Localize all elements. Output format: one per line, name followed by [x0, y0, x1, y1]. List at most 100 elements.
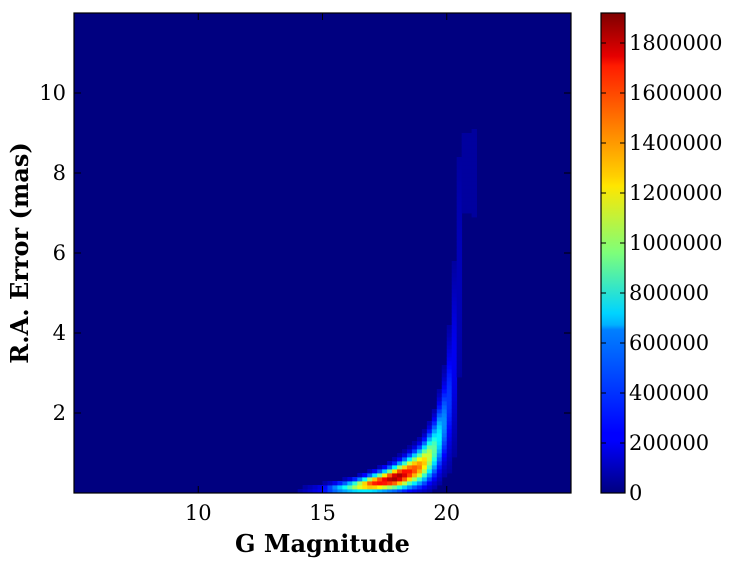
heatmap-cell — [451, 365, 458, 370]
heatmap-cell — [406, 457, 413, 462]
heatmap-cell — [451, 261, 458, 266]
colorbar-tick-label: 1600000 — [629, 81, 723, 105]
heatmap-cell — [456, 353, 463, 358]
heatmap-cell — [471, 181, 477, 186]
heatmap-cell — [397, 457, 403, 462]
heatmap-cell — [342, 481, 348, 486]
heatmap-cell — [327, 481, 333, 486]
heatmap-cell — [441, 405, 448, 410]
heatmap-cell — [451, 369, 458, 374]
heatmap-cell — [416, 449, 423, 454]
colorbar-tick-label: 1800000 — [629, 31, 723, 55]
heatmap-cell — [441, 453, 448, 458]
heatmap-cell — [456, 201, 463, 206]
heatmap-cell — [436, 441, 443, 446]
heatmap-cell — [441, 381, 448, 386]
heatmap-cell — [456, 205, 463, 210]
heatmap-cell — [446, 369, 453, 374]
heatmap-cell — [441, 473, 448, 478]
heatmap-cell — [372, 489, 378, 493]
heatmap-cell — [471, 209, 477, 214]
heatmap-cell — [456, 273, 463, 278]
heatmap-cell — [402, 457, 408, 462]
heatmap-cell — [436, 437, 443, 442]
heatmap-cell — [411, 445, 418, 450]
heatmap-cell — [382, 465, 388, 470]
heatmap-cell — [471, 173, 477, 178]
heatmap-cell — [451, 313, 458, 318]
heatmap-cell — [411, 481, 418, 486]
heatmap-cell — [352, 485, 358, 490]
heatmap-cell — [456, 349, 463, 354]
y-axis-ticks: 2 4 6 8 10 — [39, 81, 571, 425]
heatmap-cell — [322, 481, 328, 486]
heatmap-cell — [441, 393, 448, 398]
heatmap-cell — [456, 217, 463, 222]
heatmap-cell — [456, 309, 463, 314]
heatmap-cell — [456, 365, 463, 370]
heatmap-cell — [446, 421, 453, 426]
heatmap-cell — [461, 153, 468, 158]
heatmap-cell — [471, 165, 477, 170]
heatmap-cell — [426, 449, 433, 454]
heatmap-cell — [436, 481, 443, 486]
heatmap-cell — [357, 481, 363, 486]
heatmap-cell — [451, 349, 458, 354]
heatmap-cell — [436, 409, 443, 414]
heatmap-cell — [471, 149, 477, 154]
heatmap-cell — [451, 297, 458, 302]
heatmap-cell — [446, 461, 453, 466]
heatmap-cell — [466, 145, 472, 150]
heatmap-cell — [461, 133, 468, 138]
heatmap-cell — [456, 233, 463, 238]
heatmap-cell — [446, 457, 453, 462]
heatmap-cell — [451, 293, 458, 298]
heatmap-cell — [441, 401, 448, 406]
heatmap-cell — [352, 477, 358, 482]
heatmap-cell — [446, 405, 453, 410]
heatmap-cell — [451, 269, 458, 274]
heatmap-cell — [471, 205, 477, 210]
heatmap-cell — [347, 489, 353, 493]
heatmap-cell — [367, 481, 373, 486]
heatmap-cell — [446, 437, 453, 442]
heatmap-cell — [421, 445, 428, 450]
heatmap-cell — [297, 489, 304, 493]
heatmap-cell — [451, 305, 458, 310]
heatmap-cell — [322, 485, 328, 490]
heatmap-cell — [441, 373, 448, 378]
heatmap-cell — [446, 333, 453, 338]
heatmap-cell — [426, 469, 433, 474]
heatmap-cell — [431, 409, 438, 414]
heatmap-cell — [397, 473, 403, 478]
heatmap-cell — [451, 397, 458, 402]
heatmap-cell — [456, 317, 463, 322]
heatmap-cell — [446, 453, 453, 458]
heatmap-cell — [451, 401, 458, 406]
heatmap-cell — [436, 473, 443, 478]
heatmap-cell — [431, 457, 438, 462]
heatmap-cell — [451, 317, 458, 322]
heatmap-cell — [451, 285, 458, 290]
heatmap-cell — [392, 485, 398, 490]
heatmap-cell — [441, 433, 448, 438]
heatmap-cell — [451, 345, 458, 350]
heatmap-cell — [471, 133, 477, 138]
heatmap-cell — [456, 269, 463, 274]
heatmap-cell — [466, 197, 472, 202]
heatmap-cells — [297, 129, 477, 493]
heatmap-cell — [456, 357, 463, 362]
heatmap-cell — [397, 469, 403, 474]
heatmap-cell — [461, 193, 468, 198]
heatmap-cell — [342, 477, 348, 482]
heatmap-cell — [451, 409, 458, 414]
heatmap-cell — [436, 453, 443, 458]
heatmap-cell — [461, 189, 468, 194]
heatmap-cell — [451, 417, 458, 422]
heatmap-cell — [451, 361, 458, 366]
heatmap-cell — [446, 329, 453, 334]
heatmap-cell — [456, 245, 463, 250]
heatmap-cell — [426, 445, 433, 450]
heatmap-cell — [406, 453, 413, 458]
heatmap-cell — [307, 485, 313, 490]
